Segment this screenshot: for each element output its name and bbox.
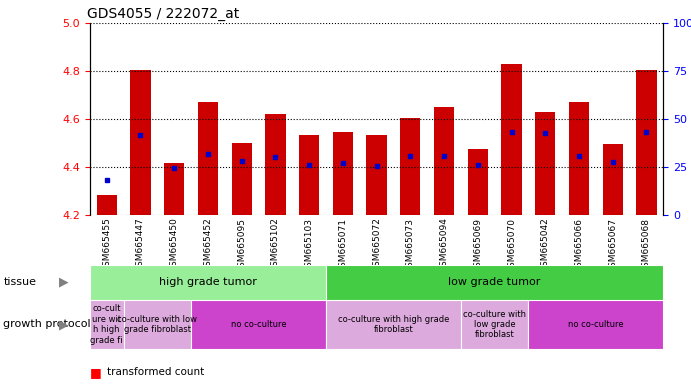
Text: GSM665455: GSM665455 [102, 217, 111, 272]
Text: GSM665071: GSM665071 [339, 217, 348, 273]
Bar [636, 70, 656, 215]
Text: high grade tumor: high grade tumor [159, 277, 257, 287]
Bar [164, 164, 184, 215]
Text: GSM665042: GSM665042 [541, 217, 550, 272]
Text: GSM665066: GSM665066 [574, 217, 583, 273]
Bar [131, 70, 151, 215]
Text: ▶: ▶ [59, 276, 68, 289]
Bar [231, 143, 252, 215]
Bar [400, 118, 420, 215]
Bar [90, 265, 326, 300]
Text: growth protocol: growth protocol [3, 319, 91, 329]
Bar [333, 132, 353, 215]
Bar [529, 300, 663, 349]
Bar [461, 300, 529, 349]
Text: GSM665067: GSM665067 [608, 217, 617, 273]
Text: no co-culture: no co-culture [568, 320, 624, 329]
Text: co-culture with low
grade fibroblast: co-culture with low grade fibroblast [117, 315, 198, 334]
Text: co-cult
ure wit
h high
grade fi: co-cult ure wit h high grade fi [91, 305, 123, 344]
Text: GSM665072: GSM665072 [372, 217, 381, 272]
Text: GSM665073: GSM665073 [406, 217, 415, 273]
Text: GDS4055 / 222072_at: GDS4055 / 222072_at [87, 7, 239, 21]
Bar [468, 149, 488, 215]
Bar [90, 300, 124, 349]
Text: GSM665447: GSM665447 [136, 217, 145, 272]
Bar [366, 135, 387, 215]
Text: GSM665094: GSM665094 [439, 217, 448, 272]
Bar [535, 112, 556, 215]
Text: GSM665069: GSM665069 [473, 217, 482, 273]
Text: tissue: tissue [3, 277, 37, 287]
Text: no co-culture: no co-culture [231, 320, 286, 329]
Bar [326, 300, 461, 349]
Text: GSM665068: GSM665068 [642, 217, 651, 273]
Bar [299, 135, 319, 215]
Text: co-culture with high grade
fibroblast: co-culture with high grade fibroblast [338, 315, 449, 334]
Bar [198, 102, 218, 215]
Bar [265, 114, 285, 215]
Text: ▶: ▶ [59, 318, 68, 331]
Text: GSM665070: GSM665070 [507, 217, 516, 273]
Text: GSM665103: GSM665103 [305, 217, 314, 273]
Bar [569, 102, 589, 215]
Text: GSM665095: GSM665095 [237, 217, 246, 273]
Text: low grade tumor: low grade tumor [448, 277, 541, 287]
Text: GSM665102: GSM665102 [271, 217, 280, 272]
Text: GSM665450: GSM665450 [170, 217, 179, 272]
Text: transformed count: transformed count [107, 367, 205, 377]
Text: co-culture with
low grade
fibroblast: co-culture with low grade fibroblast [463, 310, 526, 339]
Bar [326, 265, 663, 300]
Bar [97, 195, 117, 215]
Text: ■: ■ [90, 366, 102, 379]
Bar [603, 144, 623, 215]
Bar [434, 107, 454, 215]
Bar [502, 64, 522, 215]
Bar [191, 300, 326, 349]
Bar [124, 300, 191, 349]
Text: GSM665452: GSM665452 [203, 217, 212, 272]
